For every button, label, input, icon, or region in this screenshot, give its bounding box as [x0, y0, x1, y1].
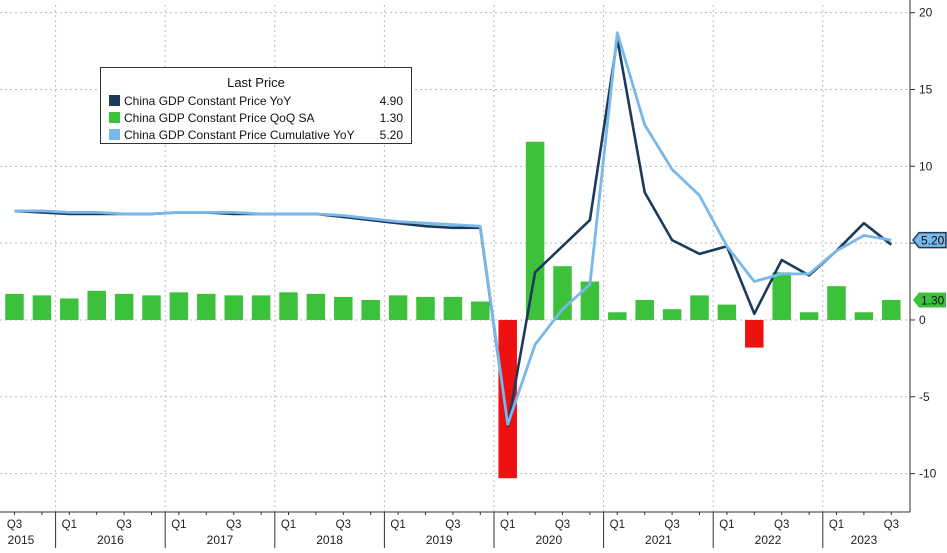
y-tick-label: 10	[919, 159, 933, 173]
last-value-tags: 5.20 1.30	[912, 231, 947, 308]
legend: Last Price China GDP Constant Price YoY …	[100, 67, 412, 144]
x-quarter-label: Q1	[719, 519, 734, 531]
qoq-bar	[32, 295, 52, 320]
x-quarter-label: Q3	[7, 519, 22, 531]
last-value-tag-label: 5.20	[921, 234, 945, 248]
legend-item-yoy: China GDP Constant Price YoY 4.90	[109, 92, 403, 109]
qoq-bar	[745, 319, 764, 348]
x-year-label: 2015	[8, 533, 35, 547]
legend-value-yoy: 4.90	[379, 93, 403, 108]
legend-title: Last Price	[227, 75, 285, 90]
qoq-bar	[662, 309, 682, 320]
qoq-bar	[251, 295, 271, 320]
lines-layer	[14, 31, 893, 428]
x-quarter-label: Q1	[171, 519, 186, 531]
x-quarter-label: Q3	[555, 519, 570, 531]
x-year-label: 2018	[316, 533, 343, 547]
qoq-bar	[635, 299, 654, 320]
x-quarter-label: Q1	[62, 519, 77, 531]
qoq-bar	[498, 319, 517, 479]
qoq-bar	[169, 292, 189, 320]
qoq-bar	[827, 286, 846, 320]
y-tick-label: 20	[919, 6, 933, 20]
x-year-label: 2023	[851, 533, 878, 547]
legend-swatch-cumulative	[109, 129, 120, 140]
x-year-label: 2020	[535, 533, 562, 547]
x-year-label: 2016	[97, 533, 124, 547]
qoq-bars	[5, 141, 901, 479]
y-tick-label: -10	[919, 467, 937, 481]
qoq-bar	[443, 296, 463, 320]
x-quarter-label: Q1	[281, 519, 296, 531]
x-quarter-label: Q3	[336, 519, 351, 531]
x-quarter-label: Q3	[116, 519, 131, 531]
legend-swatch-qoq	[109, 112, 120, 123]
y-tick-label: 0	[919, 313, 926, 327]
legend-item-qoq: China GDP Constant Price QoQ SA 1.30	[109, 109, 403, 126]
qoq-bar	[361, 299, 380, 320]
last-value-tag	[912, 231, 947, 249]
qoq-bar	[854, 312, 874, 320]
qoq-bar	[772, 272, 791, 320]
qoq-bar	[60, 298, 79, 320]
y-tick-label: -5	[919, 390, 930, 404]
x-quarter-label: Q1	[610, 519, 625, 531]
qoq-bar	[799, 312, 819, 320]
qoq-bar	[416, 296, 435, 320]
x-quarter-label: Q3	[445, 519, 460, 531]
legend-value-cumulative: 5.20	[379, 127, 403, 142]
legend-swatch-yoy	[109, 95, 120, 106]
qoq-bar	[388, 295, 408, 320]
qoq-bar	[690, 295, 709, 320]
qoq-bar	[279, 292, 298, 320]
cumulative-yoy-line	[14, 31, 892, 426]
x-quarter-label: Q3	[774, 519, 789, 531]
x-quarter-label: Q3	[884, 519, 899, 531]
qoq-bar	[142, 295, 161, 320]
last-value-tag-label: 1.30	[921, 293, 945, 307]
qoq-bar	[114, 293, 134, 320]
legend-label-qoq: China GDP Constant Price QoQ SA	[124, 110, 315, 125]
legend-label-cumulative: China GDP Constant Price Cumulative YoY	[124, 127, 355, 142]
legend-value-qoq: 1.30	[379, 110, 403, 125]
qoq-bar	[717, 304, 737, 320]
qoq-bar	[471, 301, 490, 320]
qoq-bar	[224, 295, 243, 320]
x-quarter-label: Q3	[226, 519, 241, 531]
x-year-label: 2017	[207, 533, 234, 547]
legend-item-cumulative: China GDP Constant Price Cumulative YoY …	[109, 126, 403, 143]
last-value-tag	[913, 292, 946, 308]
x-year-label: 2019	[426, 533, 453, 547]
qoq-bar	[882, 299, 901, 320]
x-quarter-label: Q1	[390, 519, 405, 531]
qoq-bar	[197, 293, 216, 320]
qoq-bar	[608, 312, 627, 320]
x-quarter-label: Q1	[829, 519, 844, 531]
qoq-bar	[306, 293, 326, 320]
qoq-bar	[87, 290, 106, 320]
qoq-bar	[334, 296, 353, 320]
y-tick-label: 15	[919, 83, 933, 97]
qoq-bar	[553, 266, 572, 320]
legend-label-yoy: China GDP Constant Price YoY	[124, 93, 292, 108]
x-year-label: 2022	[755, 533, 782, 547]
x-quarter-label: Q1	[500, 519, 515, 531]
qoq-bar	[525, 141, 545, 320]
qoq-bar	[5, 293, 24, 320]
x-year-label: 2021	[645, 533, 672, 547]
qoq-bar	[580, 281, 600, 320]
x-quarter-label: Q3	[664, 519, 679, 531]
